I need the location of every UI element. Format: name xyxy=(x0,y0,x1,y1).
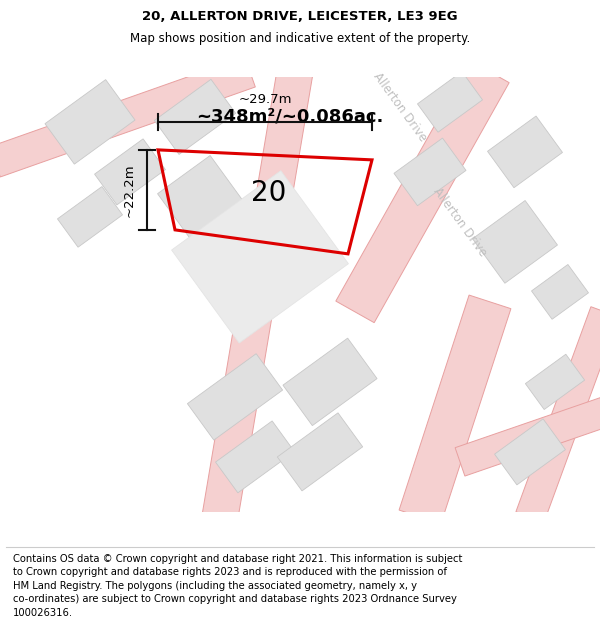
Polygon shape xyxy=(516,307,600,522)
Polygon shape xyxy=(473,201,557,283)
Text: co-ordinates) are subject to Crown copyright and database rights 2023 Ordnance S: co-ordinates) are subject to Crown copyr… xyxy=(13,594,457,604)
Polygon shape xyxy=(0,57,256,177)
Polygon shape xyxy=(154,79,236,154)
Text: 20, ALLERTON DRIVE, LEICESTER, LE3 9EG: 20, ALLERTON DRIVE, LEICESTER, LE3 9EG xyxy=(142,10,458,23)
Polygon shape xyxy=(526,354,584,409)
Polygon shape xyxy=(394,138,466,206)
Polygon shape xyxy=(488,116,562,188)
Polygon shape xyxy=(95,139,166,205)
Polygon shape xyxy=(399,295,511,524)
Text: Contains OS data © Crown copyright and database right 2021. This information is : Contains OS data © Crown copyright and d… xyxy=(13,554,463,564)
Text: ~348m²/~0.086ac.: ~348m²/~0.086ac. xyxy=(196,108,383,126)
Polygon shape xyxy=(58,186,122,248)
Polygon shape xyxy=(494,419,565,485)
Polygon shape xyxy=(532,264,589,319)
Text: Allerton Drive: Allerton Drive xyxy=(371,70,430,144)
Polygon shape xyxy=(277,413,362,491)
Text: to Crown copyright and database rights 2023 and is reproduced with the permissio: to Crown copyright and database rights 2… xyxy=(13,568,447,578)
Text: 20: 20 xyxy=(251,179,286,208)
Text: 100026316.: 100026316. xyxy=(13,608,73,618)
Text: ~29.7m: ~29.7m xyxy=(238,93,292,106)
Polygon shape xyxy=(336,61,509,322)
Polygon shape xyxy=(158,156,242,238)
Polygon shape xyxy=(283,338,377,426)
Text: ~22.2m: ~22.2m xyxy=(122,163,136,217)
Polygon shape xyxy=(215,421,295,493)
Polygon shape xyxy=(418,71,482,132)
Polygon shape xyxy=(45,79,135,164)
Text: HM Land Registry. The polygons (including the associated geometry, namely x, y: HM Land Registry. The polygons (includin… xyxy=(13,581,417,591)
Polygon shape xyxy=(455,398,600,476)
Polygon shape xyxy=(187,354,283,440)
Polygon shape xyxy=(172,171,349,343)
Text: Map shows position and indicative extent of the property.: Map shows position and indicative extent… xyxy=(130,32,470,46)
Polygon shape xyxy=(202,69,313,520)
Text: Allerton Drive: Allerton Drive xyxy=(431,185,490,259)
